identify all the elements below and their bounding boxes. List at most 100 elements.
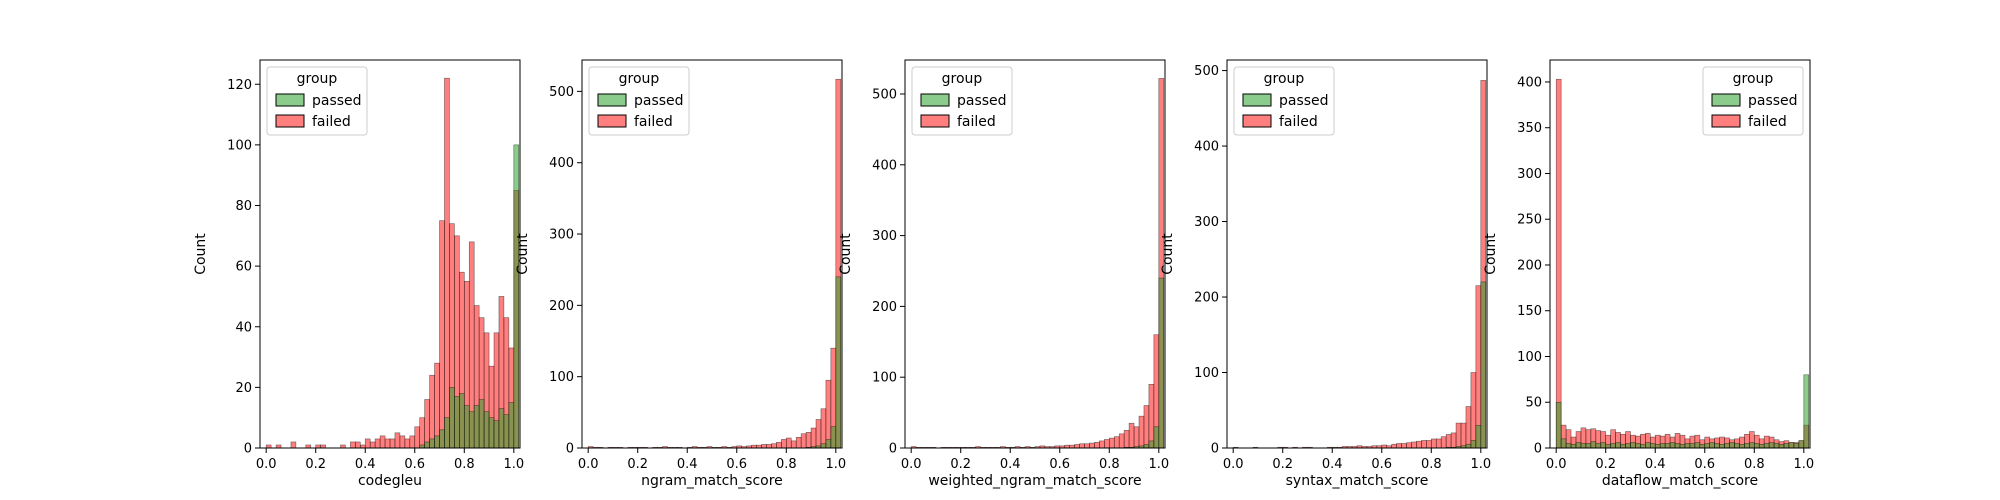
bar-failed (350, 441, 356, 449)
bar-passed (483, 411, 490, 449)
bar-failed (1133, 426, 1140, 449)
bar-passed (820, 443, 827, 449)
bar-failed (409, 435, 416, 449)
bar-passed (424, 441, 430, 449)
legend-swatch-passed (275, 93, 305, 107)
bar-passed (1689, 443, 1696, 449)
bar-passed (1704, 443, 1711, 449)
bar-passed (503, 414, 510, 449)
bar-passed (1560, 438, 1567, 449)
y-tick-label: 500 (549, 85, 574, 100)
bar-passed (1664, 443, 1671, 449)
legend-entry-passed: passed (1748, 93, 1798, 109)
y-axis-label: Count (1483, 233, 1499, 275)
bar-passed (1480, 281, 1487, 449)
x-tick-label: 0.0 (1223, 457, 1244, 472)
bar-passed (1793, 443, 1800, 449)
x-axis-label: dataflow_match_score (1602, 473, 1758, 489)
bar-failed (1411, 441, 1417, 449)
y-tick-label: 100 (872, 371, 897, 386)
bar-passed (1620, 444, 1626, 449)
bar-passed (1783, 443, 1790, 449)
x-tick-label: 0.0 (1546, 457, 1567, 472)
bar-passed (1143, 444, 1150, 449)
bar-failed (364, 438, 371, 449)
bar-failed (1475, 285, 1482, 449)
bar-failed (1470, 372, 1477, 449)
bar-passed (449, 387, 455, 449)
x-axis-label: weighted_ngram_match_score (928, 473, 1141, 489)
bar-passed (508, 402, 515, 449)
bar-passed (478, 399, 485, 449)
bar-passed (1803, 374, 1810, 449)
bar-passed (468, 411, 475, 449)
bar-failed (761, 444, 767, 449)
bar-failed (379, 435, 386, 449)
y-tick-label: 0 (1534, 442, 1542, 457)
bar-passed (1148, 440, 1155, 449)
bar-passed (1739, 444, 1745, 449)
bar-failed (795, 436, 802, 449)
bar-failed (1430, 438, 1437, 449)
y-tick-label: 40 (235, 320, 252, 335)
bar-passed (1555, 401, 1562, 449)
bar-passed (1630, 442, 1636, 449)
bar-failed (771, 443, 777, 449)
bar-failed (825, 379, 832, 449)
histogram-panel: 0.0 0.2 0.4 0.6 0.8 1.0 0 100 200 300 400 500 ngram_… (515, 59, 846, 489)
legend-entry-failed: failed (1279, 114, 1318, 130)
legend-entry-failed: failed (957, 114, 996, 130)
bar-passed (1605, 444, 1611, 449)
x-tick-label: 0.4 (355, 457, 376, 472)
x-tick-label: 1.0 (825, 457, 846, 472)
axes-frame (1549, 59, 1811, 449)
bar-passed (1714, 443, 1720, 449)
bar-failed (1391, 443, 1397, 449)
bar-failed (399, 435, 406, 449)
bar-failed (805, 432, 812, 449)
legend-entry-passed: passed (312, 93, 362, 109)
x-tick-label: 0.6 (404, 457, 425, 472)
legend: group passed failed (266, 66, 368, 136)
bar-passed (439, 429, 445, 449)
bar-passed (434, 435, 440, 449)
legend: group passed failed (588, 66, 690, 136)
y-tick-label: 150 (1517, 304, 1542, 319)
bar-failed (1143, 405, 1150, 449)
legend-title: group (942, 71, 983, 87)
bar-failed (384, 438, 391, 449)
bar-failed (1460, 422, 1467, 449)
x-tick-label: 1.0 (1148, 457, 1169, 472)
x-tick-label: 0.2 (627, 457, 648, 472)
x-tick-label: 0.6 (1049, 457, 1070, 472)
legend: group passed failed (911, 66, 1013, 136)
x-tick-label: 0.8 (776, 457, 797, 472)
bar-passed (835, 276, 842, 449)
x-tick-label: 0.8 (1744, 457, 1765, 472)
y-tick-label: 300 (549, 228, 574, 243)
bar-passed (1580, 443, 1587, 449)
x-tick-label: 0.6 (1371, 457, 1392, 472)
x-tick-label: 1.0 (1793, 457, 1814, 472)
y-tick-label: 500 (1194, 64, 1219, 79)
bar-failed (434, 362, 440, 449)
bar-passed (498, 408, 505, 449)
bar-failed (374, 438, 381, 449)
legend-entry-passed: passed (1279, 93, 1329, 109)
bar-failed (1406, 442, 1412, 449)
legend-swatch-passed (1242, 93, 1272, 107)
histogram-panel: 0.0 0.2 0.4 0.6 0.8 1.0 0 20 40 60 80 100 120 codegle… (193, 59, 524, 489)
bar-passed (1798, 440, 1805, 449)
legend-swatch-failed (597, 114, 627, 128)
bar-failed (1440, 436, 1447, 449)
x-tick-label: 0.0 (901, 457, 922, 472)
y-tick-label: 100 (1517, 350, 1542, 365)
y-tick-label: 60 (235, 260, 252, 275)
axes-frame (904, 59, 1166, 449)
bar-failed (1084, 443, 1090, 449)
bar-passed (1475, 425, 1482, 449)
bar-passed (1788, 442, 1795, 449)
bar-failed (790, 440, 797, 449)
bar-failed (1094, 442, 1100, 449)
axes-frame (1226, 59, 1488, 449)
